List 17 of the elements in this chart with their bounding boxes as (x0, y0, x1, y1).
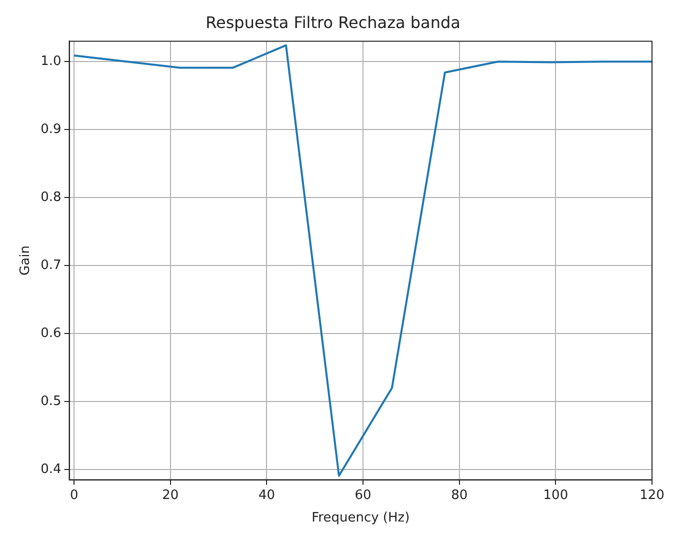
x-axis-title: Frequency (Hz) (312, 510, 410, 526)
y-tick-label: 0.4 (40, 462, 62, 477)
y-tick-label: 1.0 (40, 54, 62, 69)
chart-title: Respuesta Filtro Rechaza banda (206, 12, 460, 32)
y-tick-label: 0.5 (40, 394, 62, 409)
y-tick-label: 0.8 (40, 190, 62, 205)
y-tick-label: 0.9 (40, 122, 62, 137)
x-tick-label: 80 (451, 488, 468, 503)
y-axis-title: Gain (18, 246, 34, 276)
x-tick-label: 120 (640, 488, 664, 503)
x-tick-label: 40 (258, 488, 275, 503)
x-tick-label: 0 (70, 488, 78, 503)
x-tick-label: 20 (162, 488, 179, 503)
x-tick-label: 100 (543, 488, 568, 503)
y-tick-label: 0.6 (40, 326, 62, 341)
y-tick-label: 0.7 (40, 258, 62, 273)
x-tick-label: 60 (354, 488, 372, 503)
